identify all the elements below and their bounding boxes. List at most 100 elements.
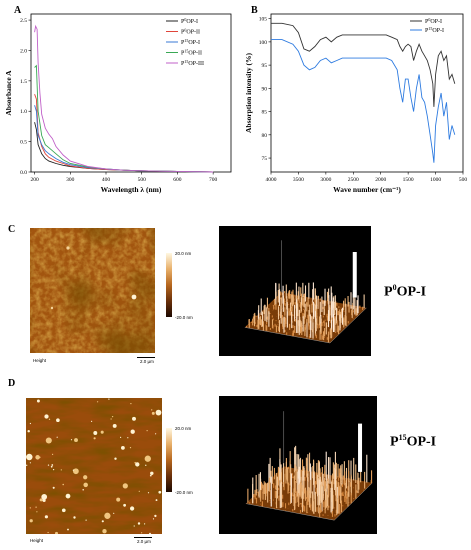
afm-2d-particle	[65, 493, 71, 499]
afm-2d-particle	[120, 436, 122, 438]
afm-2d-particle	[96, 401, 99, 403]
afm-2d-particle	[93, 437, 96, 440]
afm-2d-particle	[39, 456, 41, 458]
afm-2d-image-c	[30, 228, 155, 353]
legend-label-4: P15OP-II	[181, 48, 202, 56]
afm-3d-axis-x	[245, 503, 335, 521]
series-line-5	[34, 24, 214, 173]
panel-letter-c: C	[8, 224, 16, 235]
plot-frame	[30, 13, 232, 173]
afm-2d-particle	[83, 482, 88, 488]
afm-colorbar-c	[166, 253, 172, 317]
panel-letter-a: A	[14, 5, 22, 16]
series-line-1	[34, 122, 214, 173]
afm-3d-axis-x	[244, 327, 330, 344]
series-line-3	[34, 105, 214, 173]
afm-3d-colorbar	[358, 423, 363, 472]
afm-2d-particle	[36, 399, 40, 403]
afm-scale-bar-label-d: 2.0 µm	[137, 539, 151, 544]
afm-2d-particle	[56, 418, 60, 423]
afm-2d-particle	[144, 455, 151, 462]
y-tick-label: 85	[262, 110, 268, 116]
series-line-2	[34, 94, 214, 173]
y-tick-label: 105	[259, 17, 268, 23]
sample-base-d: P	[390, 434, 399, 450]
afm-2d-particle	[137, 522, 141, 525]
afm-2d-particle	[29, 519, 33, 523]
x-tick-label: 3500	[293, 177, 304, 183]
afm-2d-particle	[134, 461, 136, 464]
afm-2d-particle	[50, 465, 53, 468]
afm-2d-particle	[47, 464, 50, 466]
afm-2d-particle	[108, 398, 110, 400]
afm-2d-particle	[67, 528, 69, 531]
afm-2d-particle	[100, 430, 104, 434]
afm-2d-particle	[144, 523, 146, 525]
afm-2d-particle	[73, 468, 79, 475]
afm-2d-particle	[70, 439, 73, 441]
afm-2d-particle	[45, 437, 52, 444]
afm-2d-particle	[111, 415, 114, 418]
afm-3d-image-d	[219, 396, 377, 534]
afm-2d-particle	[149, 474, 152, 477]
afm-2d-particle	[48, 418, 51, 420]
afm-2d-particle	[150, 471, 154, 476]
afm-3d-colorbar	[352, 252, 357, 298]
y-tick-label: 80	[262, 133, 268, 139]
plot-frame	[270, 13, 464, 173]
panel-letter-b: B	[251, 5, 258, 16]
sample-base-c: P	[384, 284, 393, 300]
afm-2d-particle	[29, 462, 31, 464]
afm-2d-particle	[127, 437, 129, 439]
afm-colorbar-bottom-d: -20.0 nm	[175, 490, 193, 495]
afm-2d-particle	[146, 430, 148, 432]
afm-2d-particle	[129, 506, 135, 511]
afm-2d-particle	[104, 512, 111, 519]
x-tick-label: 2500	[348, 177, 359, 183]
afm-2d-particle	[155, 433, 157, 435]
afm-2d-particle	[158, 490, 162, 494]
afm-2d-particle	[61, 508, 66, 513]
x-axis-label: Wave number (cm⁻¹)	[333, 185, 401, 194]
y-tick-label: 90	[262, 86, 268, 92]
afm-2d-particle	[74, 438, 78, 443]
sample-label-c: P0OP-I	[384, 283, 426, 301]
y-tick-label: 1.5	[20, 79, 27, 85]
afm-colorbar-top-d: 20.0 nm	[175, 426, 192, 431]
x-tick-label: 500	[138, 177, 147, 183]
afm-2d-particle	[62, 483, 64, 486]
legend-label-2: P15OP-I	[425, 26, 444, 34]
afm-2d-particle	[26, 453, 33, 461]
afm-2d-particle	[35, 506, 37, 508]
x-tick-label: 600	[173, 177, 182, 183]
afm-2d-particle	[91, 420, 93, 422]
x-tick-label: 500	[459, 177, 468, 183]
afm-2d-particle	[130, 429, 135, 434]
afm-2d-particle	[82, 488, 84, 491]
afm-2d-particle	[72, 469, 75, 471]
y-tick-label: 1.0	[20, 109, 27, 115]
y-tick-label: 2.5	[20, 18, 27, 24]
x-tick-label: 700	[209, 177, 218, 183]
afm-2d-particle	[83, 475, 88, 480]
afm-2d-particle	[155, 499, 158, 502]
afm-2d-particle	[101, 520, 104, 523]
afm-2d-particle	[151, 409, 153, 411]
afm-2d-particle	[44, 414, 49, 419]
afm-colorbar-d	[166, 428, 172, 492]
afm-2d-particle	[47, 531, 49, 534]
y-axis-label: Absorption intensity (%)	[244, 52, 253, 133]
afm-2d-particle	[145, 464, 147, 466]
sample-sup-c: 0	[392, 283, 397, 292]
ftir-absorption-chart: 4000 3500 3000 2500 2000 1500 1000 500 75 80 85 90 9…	[244, 13, 468, 194]
afm-2d-particle	[133, 525, 135, 527]
x-tick-label: 2000	[375, 177, 386, 183]
afm-2d-particle	[27, 429, 30, 433]
afm-2d-particle	[85, 519, 87, 521]
x-tick-label: 200	[30, 177, 39, 183]
y-tick-label: 95	[262, 63, 268, 69]
afm-height-label-c: Height	[33, 358, 47, 363]
x-tick-label: 1500	[403, 177, 414, 183]
afm-2d-particle	[122, 483, 128, 489]
y-tick-label: 2.0	[20, 48, 27, 54]
